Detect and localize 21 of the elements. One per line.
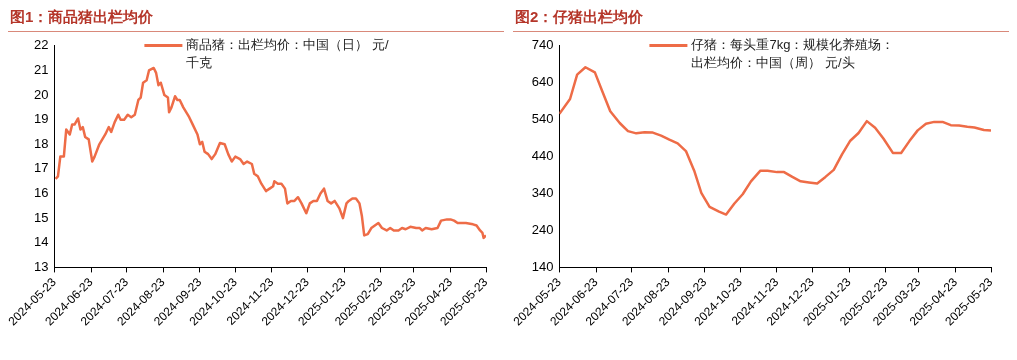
legend-label: 仔猪：每头重7kg：规模化养殖场：出栏均价：中国（周） 元/头 — [691, 36, 896, 72]
y-tick-label: 18 — [33, 135, 49, 151]
y-tick-label: 15 — [33, 209, 49, 225]
y-tick-label: 13 — [33, 258, 49, 274]
y-tick-label: 19 — [33, 111, 49, 127]
y-tick-label: 440 — [531, 148, 554, 164]
chart-title: 图1：商品猪出栏均价 — [8, 8, 504, 32]
legend-label: 商品猪：出栏均价：中国（日） 元/千克 — [186, 36, 390, 72]
y-tick-label: 640 — [531, 74, 554, 90]
y-tick-label: 340 — [531, 185, 554, 201]
chart-title: 图2：仔猪出栏均价 — [513, 8, 1009, 32]
y-tick-label: 740 — [531, 37, 554, 53]
y-tick-label: 17 — [33, 160, 49, 176]
y-tick-label: 20 — [33, 86, 49, 102]
y-tick-label: 14 — [33, 234, 49, 250]
y-tick-label: 240 — [531, 222, 554, 238]
y-tick-label: 21 — [33, 62, 49, 77]
y-tick-label: 140 — [531, 258, 554, 274]
y-tick-label: 540 — [531, 111, 554, 127]
y-tick-label: 16 — [33, 185, 49, 201]
y-tick-label: 22 — [33, 37, 49, 53]
